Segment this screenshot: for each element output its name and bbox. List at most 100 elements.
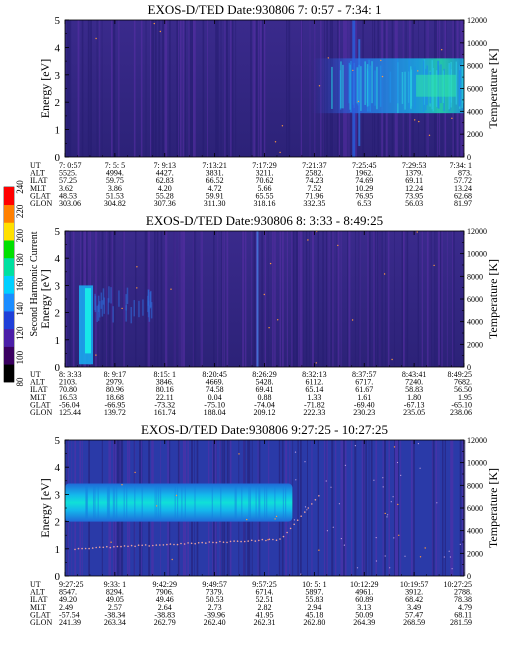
texture-streak — [366, 440, 367, 576]
noise-point — [382, 477, 384, 479]
band-streak — [103, 297, 105, 314]
band-streak — [235, 486, 237, 519]
temperature-point — [205, 542, 207, 544]
temperature-point — [141, 544, 143, 547]
table-cell: 3.49 — [407, 603, 421, 612]
table-cell: 71.96 — [305, 191, 323, 200]
texture-streak — [222, 231, 223, 367]
texture-streak — [173, 231, 176, 367]
table-cell: 230.23 — [353, 408, 375, 417]
table-cell: -67.13 — [404, 400, 425, 409]
table-cell: 9:42:29 — [153, 580, 177, 589]
texture-streak — [394, 440, 395, 576]
texture-streak — [154, 20, 157, 157]
y2-tick-label: 8000 — [467, 272, 483, 281]
texture-streak — [388, 440, 390, 576]
table-cell: 78.38 — [454, 595, 472, 604]
table-cell: 48.53 — [59, 191, 77, 200]
temperature-point — [109, 546, 112, 549]
table-row-label: GLON — [30, 199, 52, 208]
table-cell: -38.34 — [105, 610, 126, 619]
texture-streak — [286, 20, 288, 157]
table-cell: 5.66 — [258, 184, 272, 193]
table-cell: 2.82 — [258, 603, 272, 612]
texture-streak — [165, 231, 167, 367]
band-streak — [97, 295, 100, 313]
table-cell: 2.64 — [158, 603, 172, 612]
table-cell: 55.28 — [156, 191, 174, 200]
plot-background — [65, 231, 464, 367]
noise-point — [390, 501, 392, 503]
band-streak — [177, 486, 179, 519]
texture-streak — [340, 231, 342, 367]
texture-streak — [194, 20, 196, 157]
table-cell: -65.10 — [451, 400, 472, 409]
noise-point — [384, 512, 386, 515]
texture-streak — [341, 440, 344, 576]
energy-band — [79, 231, 259, 367]
band-streak — [98, 301, 101, 318]
texture-streak — [336, 231, 338, 367]
table-cell: 7: 5: 5 — [105, 161, 125, 170]
table-cell: 73.95 — [405, 191, 423, 200]
texture-streak — [300, 440, 302, 576]
table-row-label: GLON — [30, 408, 52, 417]
table-row-label: GLAT — [30, 610, 51, 619]
texture-streak — [282, 231, 284, 367]
panel-2: EXOS-D/TED Date:930806 8: 3:33 - 8:49:25… — [30, 213, 500, 417]
texture-streak — [370, 440, 373, 576]
texture-streak — [395, 440, 397, 576]
temperature-point — [134, 545, 136, 548]
texture-streak — [453, 231, 455, 367]
y2-tick-label: 2000 — [467, 130, 483, 139]
texture-streak — [413, 440, 415, 576]
temperature-point — [311, 503, 313, 505]
y-tick-label: 4 — [55, 42, 61, 54]
table-cell: 10.29 — [355, 184, 373, 193]
table-cell: 0.04 — [208, 393, 222, 402]
table-cell: 4.20 — [158, 184, 172, 193]
band-streak — [174, 486, 176, 519]
band-streak — [112, 306, 114, 323]
noise-point — [397, 503, 399, 506]
temperature-point — [159, 544, 161, 546]
band-streak — [414, 66, 416, 109]
noise-point — [419, 467, 421, 469]
table-row-label: GLON — [30, 618, 52, 627]
temperature-point — [304, 511, 306, 513]
band-streak — [106, 486, 109, 519]
noise-point — [384, 555, 386, 557]
noise-point — [269, 262, 272, 265]
y-tick-label: 1 — [55, 125, 61, 137]
table-cell: 1962. — [355, 169, 373, 178]
temperature-point — [208, 541, 211, 543]
texture-streak — [432, 440, 435, 576]
texture-streak — [244, 231, 247, 367]
texture-streak — [202, 20, 205, 157]
y-axis-label: Energy [eV] — [38, 478, 52, 537]
band-streak — [408, 59, 410, 109]
table-cell: 8:43:41 — [402, 370, 426, 379]
table-cell: 6.53 — [357, 199, 371, 208]
table-cell: 57.72 — [454, 176, 472, 185]
panel-title: EXOS-D/TED Date:930806 7: 0:57 - 7:34: 1 — [148, 2, 382, 17]
table-cell: 69.41 — [256, 385, 274, 394]
temperature-point — [148, 545, 150, 547]
y-axis-label: Energy [eV] — [38, 59, 52, 118]
noise-point — [433, 264, 435, 267]
table-row-label: UT — [30, 580, 41, 589]
noise-point — [318, 549, 320, 551]
colorbar-tick-label: 80 — [15, 377, 25, 387]
temperature-point — [187, 542, 189, 544]
texture-streak — [305, 231, 308, 367]
band-streak — [462, 58, 464, 104]
table-cell: 161.74 — [154, 408, 176, 417]
texture-streak — [364, 440, 366, 576]
y-tick-label: 5 — [55, 15, 61, 27]
texture-streak — [253, 231, 256, 367]
texture-streak — [292, 440, 294, 576]
table-cell: 1.95 — [458, 393, 472, 402]
temperature-point — [318, 495, 320, 497]
band-streak — [108, 286, 110, 303]
texture-streak — [156, 231, 159, 367]
